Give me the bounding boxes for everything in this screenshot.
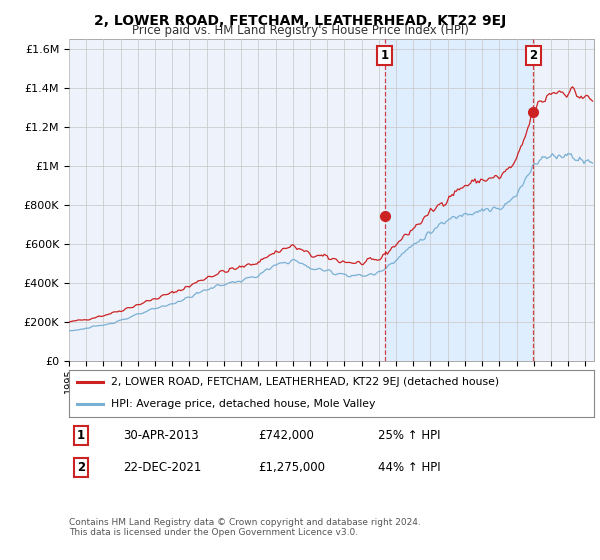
Text: 2: 2 bbox=[529, 49, 538, 62]
Text: HPI: Average price, detached house, Mole Valley: HPI: Average price, detached house, Mole… bbox=[111, 399, 376, 409]
Text: 2, LOWER ROAD, FETCHAM, LEATHERHEAD, KT22 9EJ (detached house): 2, LOWER ROAD, FETCHAM, LEATHERHEAD, KT2… bbox=[111, 377, 499, 388]
Text: 1: 1 bbox=[77, 429, 85, 442]
Text: Contains HM Land Registry data © Crown copyright and database right 2024.
This d: Contains HM Land Registry data © Crown c… bbox=[69, 518, 421, 538]
Text: 30-APR-2013: 30-APR-2013 bbox=[123, 429, 199, 442]
Text: 2: 2 bbox=[77, 461, 85, 474]
Text: 25% ↑ HPI: 25% ↑ HPI bbox=[378, 429, 440, 442]
Text: £1,275,000: £1,275,000 bbox=[258, 461, 325, 474]
Bar bbox=[385, 39, 533, 361]
Text: £742,000: £742,000 bbox=[258, 429, 314, 442]
Text: 1: 1 bbox=[380, 49, 389, 62]
Text: Price paid vs. HM Land Registry's House Price Index (HPI): Price paid vs. HM Land Registry's House … bbox=[131, 24, 469, 36]
Text: 44% ↑ HPI: 44% ↑ HPI bbox=[378, 461, 440, 474]
Text: 22-DEC-2021: 22-DEC-2021 bbox=[123, 461, 202, 474]
Text: 2, LOWER ROAD, FETCHAM, LEATHERHEAD, KT22 9EJ: 2, LOWER ROAD, FETCHAM, LEATHERHEAD, KT2… bbox=[94, 14, 506, 28]
